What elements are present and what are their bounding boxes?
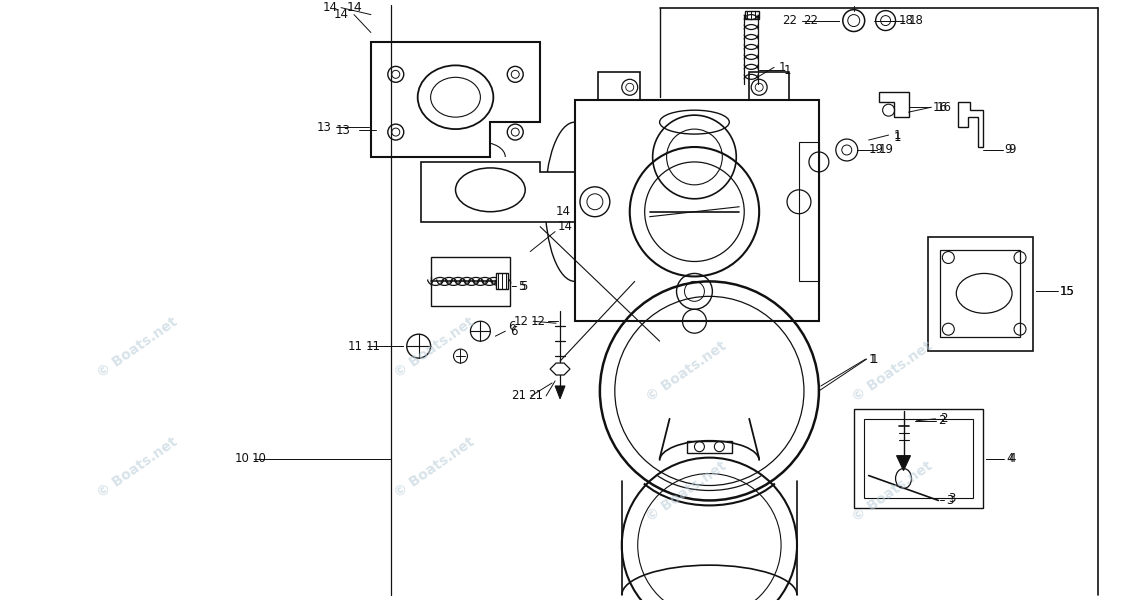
Text: 13: 13 bbox=[336, 124, 351, 137]
Text: © Boats.net: © Boats.net bbox=[95, 315, 180, 381]
Bar bbox=[688, 441, 732, 452]
Text: 2: 2 bbox=[940, 412, 948, 425]
Text: 12: 12 bbox=[530, 315, 546, 328]
Text: 13: 13 bbox=[316, 121, 331, 134]
Text: 3: 3 bbox=[948, 492, 955, 505]
Text: 1: 1 bbox=[868, 353, 876, 365]
Text: 21: 21 bbox=[529, 389, 543, 403]
Bar bbox=[929, 236, 1033, 351]
Text: 15: 15 bbox=[1059, 285, 1074, 298]
Text: © Boats.net: © Boats.net bbox=[850, 339, 935, 405]
Text: 9: 9 bbox=[1004, 143, 1011, 157]
Polygon shape bbox=[555, 386, 565, 399]
Text: © Boats.net: © Boats.net bbox=[850, 459, 935, 525]
Text: 14: 14 bbox=[323, 1, 339, 14]
Text: 6: 6 bbox=[510, 325, 518, 338]
Text: 18: 18 bbox=[898, 14, 913, 27]
Polygon shape bbox=[371, 43, 540, 157]
Polygon shape bbox=[421, 162, 580, 221]
Text: © Boats.net: © Boats.net bbox=[644, 339, 729, 405]
Text: 14: 14 bbox=[558, 220, 573, 233]
Text: 19: 19 bbox=[879, 143, 893, 157]
Text: 18: 18 bbox=[908, 14, 923, 27]
Bar bbox=[940, 250, 1020, 337]
Text: © Boats.net: © Boats.net bbox=[392, 435, 477, 501]
Text: 12: 12 bbox=[514, 315, 529, 328]
Text: 15: 15 bbox=[1059, 285, 1074, 298]
Text: 1: 1 bbox=[779, 61, 787, 74]
Text: 1: 1 bbox=[784, 64, 792, 77]
Bar bbox=[745, 11, 760, 19]
Text: 1: 1 bbox=[893, 128, 901, 142]
Text: 4: 4 bbox=[1006, 452, 1014, 465]
Text: © Boats.net: © Boats.net bbox=[392, 315, 477, 381]
Text: 14: 14 bbox=[347, 1, 363, 14]
Text: 9: 9 bbox=[1008, 143, 1016, 157]
Text: 1: 1 bbox=[871, 353, 879, 365]
Bar bbox=[853, 409, 983, 508]
Text: 10: 10 bbox=[235, 452, 249, 465]
Text: © Boats.net: © Boats.net bbox=[644, 459, 729, 525]
Text: 16: 16 bbox=[932, 101, 947, 113]
Bar bbox=[864, 419, 974, 499]
Text: 21: 21 bbox=[511, 389, 526, 403]
Text: 3: 3 bbox=[946, 494, 954, 507]
Polygon shape bbox=[550, 363, 570, 375]
Text: 11: 11 bbox=[366, 340, 381, 353]
Text: 14: 14 bbox=[556, 205, 571, 218]
Polygon shape bbox=[575, 100, 819, 321]
Text: 1: 1 bbox=[893, 131, 901, 143]
Text: 5: 5 bbox=[521, 280, 527, 293]
Text: 10: 10 bbox=[252, 452, 267, 465]
Text: 22: 22 bbox=[803, 14, 818, 27]
Text: 2: 2 bbox=[938, 414, 946, 427]
Text: 16: 16 bbox=[937, 101, 952, 113]
Text: 5: 5 bbox=[518, 280, 525, 293]
Text: 22: 22 bbox=[782, 14, 797, 27]
Text: 19: 19 bbox=[868, 143, 883, 157]
Bar bbox=[496, 274, 508, 289]
Text: 6: 6 bbox=[508, 320, 516, 333]
Text: 14: 14 bbox=[334, 8, 349, 21]
Text: 11: 11 bbox=[348, 340, 363, 353]
Text: 4: 4 bbox=[1008, 452, 1016, 465]
Polygon shape bbox=[897, 455, 911, 470]
Text: © Boats.net: © Boats.net bbox=[95, 435, 180, 501]
